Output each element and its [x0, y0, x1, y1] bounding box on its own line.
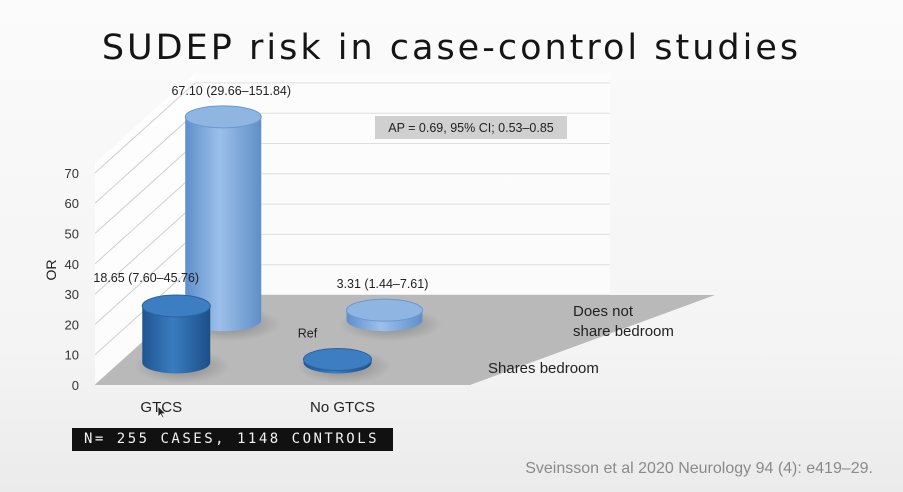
bar-no-gtcs-not-shares: [338, 298, 443, 342]
data-label: Ref: [298, 326, 318, 340]
depth-label: Does not: [573, 303, 634, 320]
depth-label: Shares bedroom: [488, 360, 599, 377]
bar-top: [346, 298, 423, 322]
bar-top: [303, 347, 372, 371]
gridline: [94, 203, 196, 295]
annotation-text: AP = 0.69, 95% CI; 0.53–0.85: [388, 121, 554, 135]
bar-no-gtcs-shares: [295, 347, 392, 384]
bar-body: [185, 116, 262, 332]
bar-body: [142, 305, 211, 374]
bar-top: [141, 294, 211, 318]
y-tick-label: 20: [65, 317, 79, 332]
slide-title: SUDEP risk in case-control studies: [101, 28, 802, 68]
gridline: [94, 112, 196, 204]
y-tick-label: 40: [65, 257, 79, 272]
y-axis-label: OR: [43, 260, 59, 281]
chart-labels: 0 10 20 30 40 50 60 70 OR 67.10 (29.66–151.84) 3.3…: [43, 84, 674, 416]
y-tick-label: 50: [65, 227, 79, 242]
category-label: No GTCS: [310, 399, 375, 416]
gridline: [94, 143, 196, 234]
gridline: [94, 234, 196, 325]
annotation-box: AP = 0.69, 95% CI; 0.53–0.85: [375, 116, 567, 139]
bar-gtcs-shares: [134, 294, 231, 384]
y-tick-label: 70: [65, 166, 79, 181]
mouse-cursor-icon: [157, 405, 167, 419]
sample-size-banner: N= 255 CASES, 1148 CONTROLS: [72, 428, 394, 451]
gridline: [94, 82, 196, 174]
y-tick-label: 0: [72, 378, 79, 393]
gridline: [94, 173, 196, 265]
data-label: 3.31 (1.44–7.61): [337, 277, 429, 291]
bar-top: [184, 105, 262, 129]
data-label: 67.10 (29.66–151.84): [171, 84, 291, 98]
category-label: GTCS: [140, 399, 182, 416]
bars: [134, 105, 443, 384]
y-tick-label: 60: [65, 196, 79, 211]
annotation-bg: [375, 116, 567, 139]
data-label: 18.65 (7.60–45.76): [93, 271, 199, 285]
depth-label: share bedroom: [573, 323, 674, 340]
citation: Sveinsson et al 2020 Neurology 94 (4): e…: [525, 460, 873, 477]
gridlines: [94, 82, 610, 386]
y-tick-label: 30: [65, 287, 79, 302]
y-tick-label: 10: [65, 348, 79, 363]
